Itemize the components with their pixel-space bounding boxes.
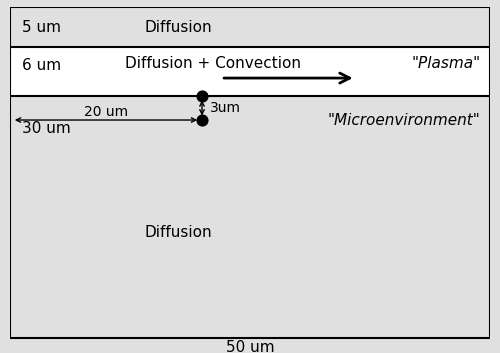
Text: 3um: 3um	[210, 101, 240, 115]
Text: Diffusion: Diffusion	[144, 20, 212, 35]
Text: "Microenvironment": "Microenvironment"	[328, 113, 480, 127]
Text: 6 um: 6 um	[22, 58, 60, 73]
Text: 30 um: 30 um	[22, 121, 70, 136]
Text: "Plasma": "Plasma"	[412, 56, 480, 71]
Text: Diffusion + Convection: Diffusion + Convection	[125, 56, 301, 71]
Bar	[10, 47, 490, 96]
Text: 20 um: 20 um	[84, 105, 128, 119]
Point	[198, 117, 206, 123]
Point	[198, 93, 206, 98]
Text: 5 um: 5 um	[22, 20, 60, 35]
Text: Diffusion: Diffusion	[144, 226, 212, 240]
Text: 50 um: 50 um	[226, 340, 274, 353]
